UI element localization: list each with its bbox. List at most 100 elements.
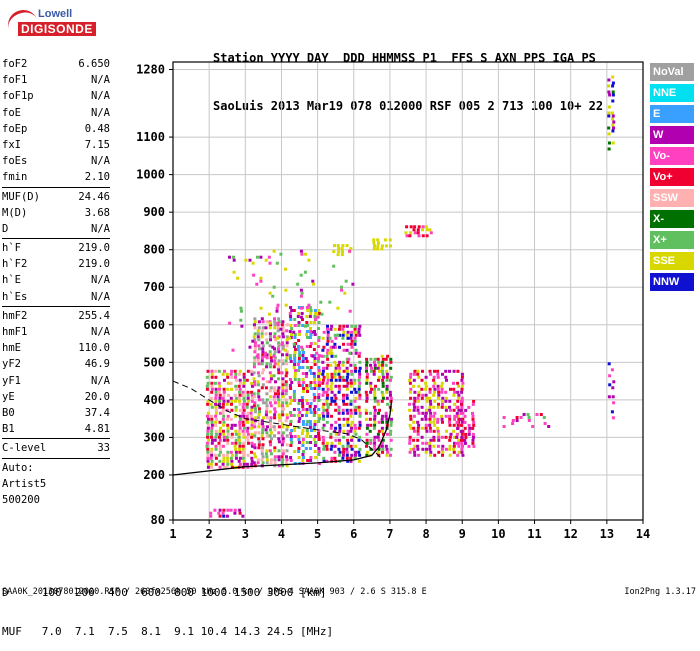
echo-point bbox=[308, 426, 312, 429]
echo-point bbox=[317, 339, 321, 342]
param-value: N/A bbox=[91, 74, 110, 87]
echo-point bbox=[333, 372, 337, 376]
echo-point bbox=[285, 338, 289, 342]
echo-point bbox=[440, 384, 444, 388]
echo-point bbox=[225, 465, 229, 469]
echo-point bbox=[374, 384, 377, 388]
echo-point bbox=[460, 384, 464, 388]
echo-point bbox=[226, 399, 230, 403]
echo-point bbox=[317, 432, 320, 435]
echo-point bbox=[369, 384, 372, 388]
echo-point bbox=[611, 75, 615, 79]
echo-point bbox=[222, 387, 226, 391]
echo-point bbox=[281, 464, 285, 468]
echo-point bbox=[218, 459, 222, 463]
echo-point bbox=[425, 396, 429, 400]
param-value: N/A bbox=[91, 374, 110, 387]
echo-point bbox=[353, 456, 357, 460]
echo-point bbox=[432, 375, 436, 379]
echo-point bbox=[241, 444, 245, 448]
echo-point bbox=[214, 444, 218, 448]
echo-point bbox=[209, 396, 213, 400]
echo-point bbox=[210, 447, 214, 451]
param-value: 219.0 bbox=[78, 258, 110, 271]
echo-point bbox=[531, 425, 535, 428]
echo-point bbox=[288, 312, 292, 315]
echo-point bbox=[269, 419, 272, 423]
echo-point bbox=[290, 333, 293, 336]
echo-point bbox=[210, 432, 214, 436]
param-value: 255.4 bbox=[78, 309, 110, 322]
echo-point bbox=[428, 441, 432, 445]
echo-point bbox=[261, 461, 265, 465]
echo-point bbox=[346, 459, 350, 463]
echo-point bbox=[281, 380, 285, 384]
echo-point bbox=[381, 378, 385, 382]
echo-point bbox=[296, 315, 300, 318]
echo-point bbox=[268, 291, 272, 295]
echo-point bbox=[290, 381, 294, 384]
echo-point bbox=[460, 375, 464, 379]
echo-point bbox=[444, 435, 448, 439]
legend-item-e: E bbox=[650, 105, 694, 123]
echo-point bbox=[308, 405, 312, 408]
echo-point bbox=[416, 396, 420, 400]
echo-point bbox=[333, 369, 337, 373]
echo-point bbox=[252, 404, 256, 408]
echo-point bbox=[277, 386, 281, 390]
echo-point bbox=[300, 414, 304, 417]
echo-point bbox=[349, 402, 353, 406]
echo-point bbox=[309, 372, 313, 375]
echo-point bbox=[250, 417, 254, 421]
echo-point bbox=[342, 378, 346, 382]
echo-point bbox=[425, 399, 429, 403]
echo-point bbox=[242, 372, 246, 376]
echo-point bbox=[276, 321, 280, 325]
echo-point bbox=[428, 399, 432, 403]
echo-point bbox=[424, 426, 428, 430]
echo-point bbox=[273, 461, 277, 465]
echo-point bbox=[261, 353, 265, 357]
param-value: N/A bbox=[91, 274, 110, 287]
echo-point bbox=[232, 258, 236, 262]
echo-point bbox=[305, 387, 309, 390]
echo-point bbox=[308, 345, 312, 348]
param-row: MUF(D) 24.46 bbox=[2, 189, 110, 205]
echo-point bbox=[218, 384, 222, 388]
echo-point bbox=[417, 375, 421, 379]
echo-point bbox=[296, 348, 300, 351]
echo-point bbox=[305, 399, 309, 402]
echo-point bbox=[357, 390, 361, 394]
echo-point bbox=[214, 381, 217, 385]
echo-point bbox=[345, 396, 349, 400]
echo-point bbox=[250, 426, 254, 430]
echo-point bbox=[250, 441, 254, 445]
echo-point bbox=[328, 336, 332, 340]
echo-point bbox=[242, 417, 246, 421]
echo-point bbox=[257, 446, 261, 450]
echo-point bbox=[264, 401, 268, 405]
echo-point bbox=[306, 324, 310, 327]
echo-point bbox=[420, 435, 424, 439]
echo-point bbox=[210, 420, 214, 424]
echo-point bbox=[349, 342, 353, 346]
echo-point bbox=[312, 321, 316, 324]
x-tick-label: 12 bbox=[563, 527, 577, 541]
echo-point bbox=[455, 432, 459, 436]
echo-point bbox=[285, 344, 289, 348]
echo-point bbox=[325, 441, 329, 445]
echo-point bbox=[293, 336, 297, 339]
param-value: N/A bbox=[91, 222, 110, 235]
echo-point bbox=[342, 348, 346, 352]
echo-point bbox=[342, 384, 346, 388]
echo-point bbox=[238, 402, 242, 406]
echo-point bbox=[511, 422, 515, 425]
echo-point bbox=[314, 384, 318, 387]
echo-point bbox=[233, 369, 237, 373]
echo-point bbox=[341, 453, 345, 457]
echo-point bbox=[382, 432, 385, 436]
echo-point bbox=[348, 309, 352, 313]
echo-point bbox=[210, 405, 214, 409]
echo-point bbox=[250, 444, 254, 448]
echo-point bbox=[389, 438, 393, 442]
